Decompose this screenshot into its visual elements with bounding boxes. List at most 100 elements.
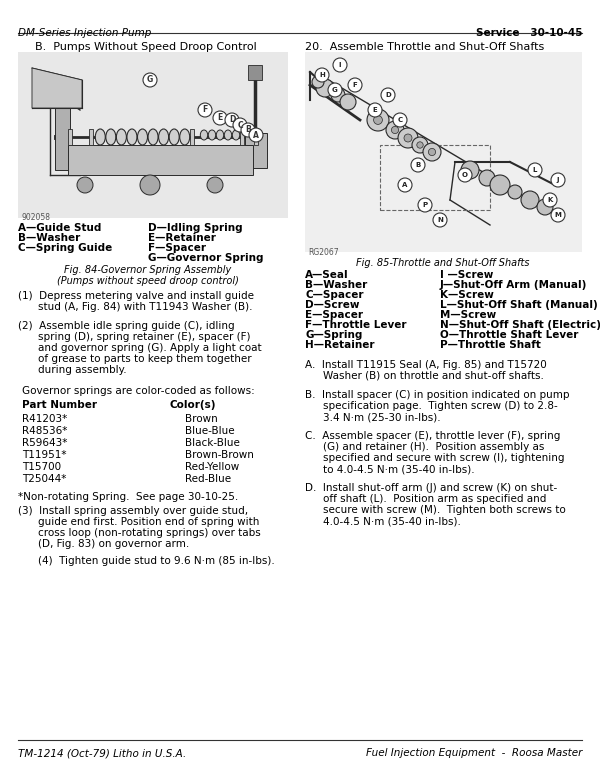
Text: 4.0-4.5 N·m (35-40 in-lbs).: 4.0-4.5 N·m (35-40 in-lbs). bbox=[323, 516, 461, 526]
Circle shape bbox=[411, 158, 425, 172]
Text: K—Screw: K—Screw bbox=[440, 290, 494, 300]
Text: 3.4 N·m (25-30 in-lbs).: 3.4 N·m (25-30 in-lbs). bbox=[323, 412, 440, 422]
Ellipse shape bbox=[95, 129, 105, 145]
Text: E—Retainer: E—Retainer bbox=[148, 233, 216, 243]
Text: B: B bbox=[415, 162, 421, 168]
Text: B—Washer: B—Washer bbox=[305, 280, 367, 290]
Bar bbox=[190, 129, 194, 145]
Text: and governor spring (G). Apply a light coat: and governor spring (G). Apply a light c… bbox=[38, 343, 262, 353]
Text: Fig. 85-Throttle and Shut-Off Shafts: Fig. 85-Throttle and Shut-Off Shafts bbox=[356, 258, 530, 268]
Text: Color(s): Color(s) bbox=[170, 400, 217, 410]
Circle shape bbox=[249, 128, 263, 142]
Circle shape bbox=[140, 175, 160, 195]
Text: T15700: T15700 bbox=[22, 462, 61, 472]
Circle shape bbox=[423, 143, 441, 161]
Text: F—Throttle Lever: F—Throttle Lever bbox=[305, 320, 407, 330]
Text: G: G bbox=[147, 75, 153, 84]
Text: R41203*: R41203* bbox=[22, 414, 67, 424]
Text: C—Spring Guide: C—Spring Guide bbox=[18, 243, 112, 253]
Text: Red-Yellow: Red-Yellow bbox=[185, 462, 239, 472]
Text: off shaft (L).  Position arm as specified and: off shaft (L). Position arm as specified… bbox=[323, 494, 547, 504]
Text: A—Seal: A—Seal bbox=[305, 270, 349, 280]
Text: B.  Install spacer (C) in position indicated on pump: B. Install spacer (C) in position indica… bbox=[305, 390, 569, 400]
Ellipse shape bbox=[158, 129, 169, 145]
Circle shape bbox=[316, 79, 334, 97]
Text: D: D bbox=[385, 92, 391, 98]
Circle shape bbox=[479, 170, 495, 186]
Circle shape bbox=[386, 121, 404, 139]
Circle shape bbox=[198, 103, 212, 117]
Text: Red-Blue: Red-Blue bbox=[185, 474, 231, 484]
Text: (Pumps without speed droop control): (Pumps without speed droop control) bbox=[57, 276, 239, 286]
Text: stud (A, Fig. 84) with T11943 Washer (B).: stud (A, Fig. 84) with T11943 Washer (B)… bbox=[38, 302, 253, 312]
Text: spring (D), spring retainer (E), spacer (F): spring (D), spring retainer (E), spacer … bbox=[38, 332, 251, 342]
Ellipse shape bbox=[116, 129, 127, 145]
Circle shape bbox=[412, 137, 428, 153]
Text: M: M bbox=[554, 212, 562, 218]
Circle shape bbox=[331, 88, 345, 102]
Circle shape bbox=[381, 88, 395, 102]
Text: M—Screw: M—Screw bbox=[440, 310, 496, 320]
Ellipse shape bbox=[208, 130, 215, 140]
Text: guide end first. Position end of spring with: guide end first. Position end of spring … bbox=[38, 517, 259, 527]
Circle shape bbox=[521, 191, 539, 209]
Text: (G) and retainer (H).  Position assembly as: (G) and retainer (H). Position assembly … bbox=[323, 442, 544, 452]
Text: Governor springs are color-coded as follows:: Governor springs are color-coded as foll… bbox=[22, 386, 255, 396]
Text: G: G bbox=[332, 87, 338, 93]
Text: N—Shut-Off Shaft (Electric): N—Shut-Off Shaft (Electric) bbox=[440, 320, 600, 330]
Circle shape bbox=[328, 83, 342, 97]
Circle shape bbox=[348, 78, 362, 92]
Circle shape bbox=[490, 175, 510, 195]
Ellipse shape bbox=[180, 129, 190, 145]
Ellipse shape bbox=[169, 129, 179, 145]
Text: Washer (B) on throttle and shut-off shafts.: Washer (B) on throttle and shut-off shaf… bbox=[323, 371, 544, 381]
Text: T11951*: T11951* bbox=[22, 450, 67, 460]
Text: D.  Install shut-off arm (J) and screw (K) on shut-: D. Install shut-off arm (J) and screw (K… bbox=[305, 483, 557, 493]
Circle shape bbox=[213, 111, 227, 125]
Text: (2)  Assemble idle spring guide (C), idling: (2) Assemble idle spring guide (C), idli… bbox=[18, 321, 235, 331]
Text: T25044*: T25044* bbox=[22, 474, 67, 484]
Circle shape bbox=[398, 128, 418, 148]
Text: Part Number: Part Number bbox=[22, 400, 97, 410]
Text: I: I bbox=[339, 62, 341, 68]
Polygon shape bbox=[55, 95, 70, 170]
Circle shape bbox=[508, 185, 522, 199]
Text: P—Throttle Shaft: P—Throttle Shaft bbox=[440, 340, 541, 350]
Text: (3)  Install spring assembly over guide stud,: (3) Install spring assembly over guide s… bbox=[18, 506, 248, 516]
Text: O: O bbox=[462, 172, 468, 178]
Text: specified and secure with screw (I), tightening: specified and secure with screw (I), tig… bbox=[323, 453, 565, 463]
Text: DM-Series Injection Pump: DM-Series Injection Pump bbox=[18, 28, 151, 38]
Bar bbox=[380, 145, 490, 210]
Text: RG2067: RG2067 bbox=[308, 248, 338, 257]
Text: F: F bbox=[202, 105, 208, 115]
Circle shape bbox=[225, 113, 239, 127]
Text: B: B bbox=[245, 126, 251, 135]
Text: Fuel Injection Equipment  -  Roosa Master: Fuel Injection Equipment - Roosa Master bbox=[365, 748, 582, 758]
Text: during assembly.: during assembly. bbox=[38, 365, 127, 375]
Ellipse shape bbox=[127, 129, 137, 145]
Circle shape bbox=[77, 177, 93, 193]
Text: D—Screw: D—Screw bbox=[305, 300, 359, 310]
Text: Brown-Brown: Brown-Brown bbox=[185, 450, 254, 460]
Text: L: L bbox=[533, 167, 537, 173]
Text: R48536*: R48536* bbox=[22, 426, 67, 436]
Text: H: H bbox=[319, 72, 325, 78]
Text: cross loop (non-rotating springs) over tabs: cross loop (non-rotating springs) over t… bbox=[38, 528, 261, 538]
Text: F—Spacer: F—Spacer bbox=[148, 243, 206, 253]
Text: Blue-Blue: Blue-Blue bbox=[185, 426, 235, 436]
Text: A: A bbox=[253, 130, 259, 140]
Text: B.  Pumps Without Speed Droop Control: B. Pumps Without Speed Droop Control bbox=[35, 42, 257, 52]
Bar bbox=[254, 129, 258, 145]
Text: E: E bbox=[217, 113, 223, 122]
Ellipse shape bbox=[224, 130, 232, 140]
Circle shape bbox=[207, 177, 223, 193]
Text: Brown: Brown bbox=[185, 414, 218, 424]
Bar bbox=[89, 129, 93, 145]
Circle shape bbox=[461, 161, 479, 179]
Text: R59643*: R59643* bbox=[22, 438, 67, 448]
Ellipse shape bbox=[232, 130, 239, 140]
Text: 902058: 902058 bbox=[22, 213, 51, 222]
Circle shape bbox=[433, 213, 447, 227]
Circle shape bbox=[340, 94, 356, 110]
Circle shape bbox=[543, 193, 557, 207]
